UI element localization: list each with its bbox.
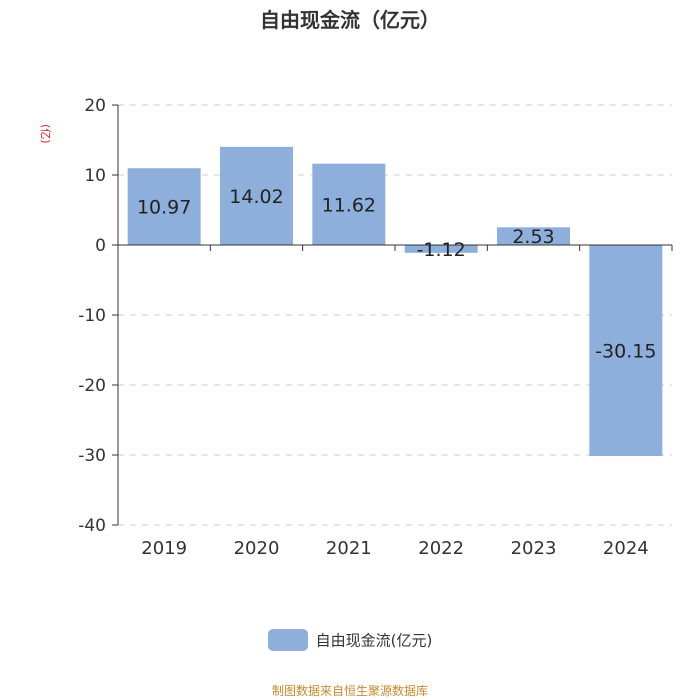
y-tick-label: -10 [78, 306, 106, 326]
bar-value-label: 2.53 [512, 226, 554, 248]
x-tick-label: 2022 [418, 538, 464, 559]
x-tick-label: 2023 [511, 538, 557, 559]
bar[interactable] [127, 168, 201, 245]
legend-label: 自由现金流(亿元) [315, 631, 433, 650]
y-tick-label: 10 [84, 166, 106, 186]
source-note: 制图数据来自恒生聚源数据库 [271, 684, 428, 698]
axes [112, 104, 673, 526]
x-tick-label: 2021 [326, 538, 372, 559]
bar-value-label: 14.02 [229, 186, 283, 208]
bar-value-label: -1.12 [417, 239, 466, 261]
bars [127, 146, 663, 457]
y-tick-label: -30 [78, 446, 106, 466]
x-tick-label: 2019 [141, 538, 187, 559]
bar[interactable] [312, 163, 386, 245]
x-tick-label: 2020 [234, 538, 280, 559]
chart-title: 自由现金流（亿元） [260, 8, 440, 32]
x-tick-label: 2024 [603, 538, 649, 559]
legend-swatch [267, 629, 308, 651]
y-tick-label: -40 [78, 516, 106, 536]
y-tick-label: 0 [95, 236, 106, 256]
bar-value-label: 10.97 [137, 197, 191, 219]
legend[interactable]: 自由现金流(亿元) [0, 629, 700, 651]
grid-lines [118, 104, 672, 526]
y-tick-label: 20 [84, 96, 106, 116]
bar[interactable] [220, 146, 293, 245]
labels: 20 10 0 -10 -20 -30 -40 10.97 14.02 11.62 -1.12 2.5… [78, 96, 656, 559]
bar-value-label: 11.62 [322, 194, 376, 216]
bar[interactable] [497, 227, 570, 245]
bar[interactable] [404, 245, 478, 253]
y-tick-label: -20 [78, 376, 106, 396]
bar-value-label: -30.15 [595, 341, 656, 363]
bar[interactable] [589, 245, 663, 457]
